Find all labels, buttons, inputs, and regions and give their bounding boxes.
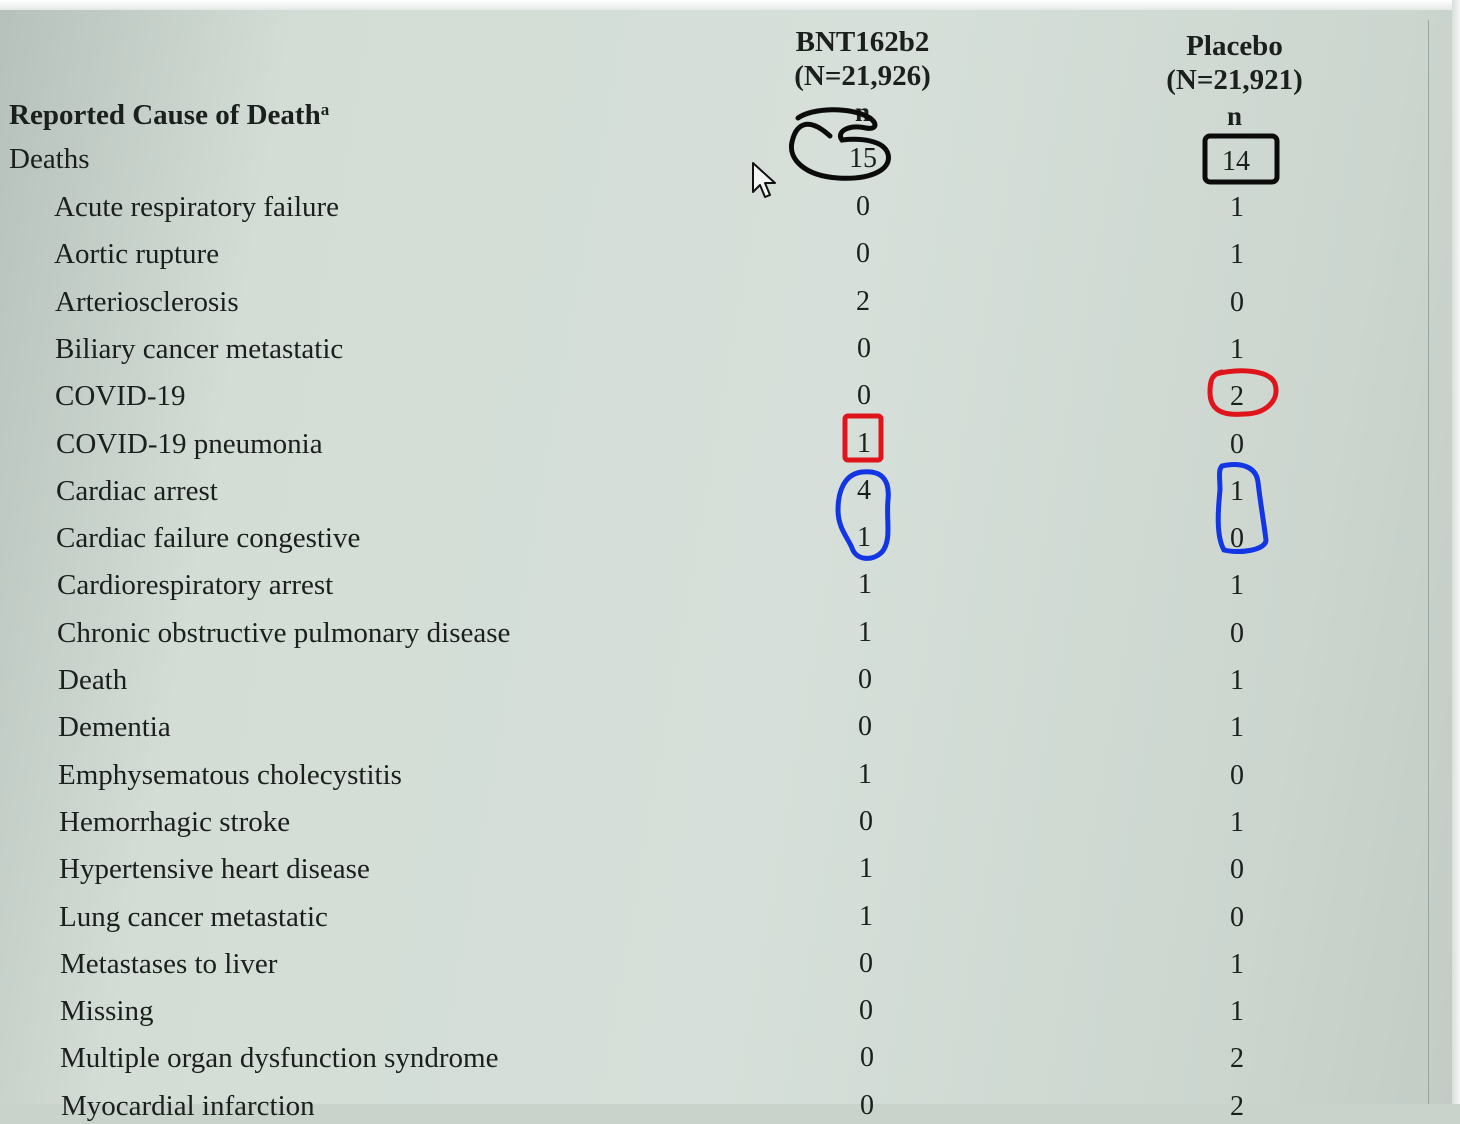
column-total: (N=21,921) [1166,64,1303,96]
column-name: Placebo [1186,30,1283,62]
row-label: Dementia [58,711,171,743]
row-value-bnt: 2 [856,286,870,317]
row-label: Lung cancer metastatic [59,901,328,933]
title-footnote-marker: a [320,100,330,119]
row-label: Emphysematous cholecystitis [58,759,402,791]
table-title-text: Reported Cause of Death [9,99,321,131]
row-value-placebo: 1 [1230,476,1244,507]
page-edge-divider [1428,20,1429,1104]
row-value-bnt: 1 [858,569,872,600]
monitor-bezel-right [1452,0,1460,1104]
row-value-placebo: 1 [1230,334,1244,365]
row-value-bnt: 4 [857,475,871,506]
row-label: Cardiac failure congestive [56,522,361,554]
row-value-bnt: 0 [860,1090,874,1121]
row-value-bnt: 0 [859,948,873,979]
row-value-placebo: 1 [1230,712,1244,743]
column-total: (N=21,926) [794,60,931,92]
monitor-bezel-top [0,0,1460,10]
row-label: Metastases to liver [60,948,278,980]
row-value-placebo: 2 [1230,381,1244,412]
row-value-bnt: 0 [856,238,870,269]
row-value-placebo: 0 [1230,902,1244,933]
row-value-placebo: 0 [1230,287,1244,318]
row-label: Biliary cancer metastatic [55,333,344,365]
row-label: Myocardial infarction [61,1090,315,1122]
row-value-bnt: 0 [859,995,873,1026]
row-label: Chronic obstructive pulmonary disease [57,617,511,649]
row-label: Hemorrhagic stroke [59,806,291,838]
row-value-bnt: 1 [859,901,873,932]
row-value-placebo: 1 [1230,239,1244,270]
row-value-placebo: 1 [1230,570,1244,601]
row-value-bnt: 1 [859,853,873,884]
row-value-bnt: 1 [858,759,872,790]
row-label: Acute respiratory failure [54,191,340,223]
row-value-bnt: 1 [858,617,872,648]
row-value-placebo: 0 [1230,854,1244,885]
row-value-bnt: 1 [857,428,871,459]
row-label: Aortic rupture [54,238,220,270]
row-value-bnt: 0 [860,1042,874,1073]
row-label: Missing [60,995,154,1027]
row-value-placebo: 1 [1230,949,1244,980]
row-value-bnt: 0 [859,806,873,837]
row-value-bnt: 1 [857,522,871,553]
row-label: COVID-19 pneumonia [56,428,323,460]
row-value-placebo: 1 [1230,996,1244,1027]
column-header-bnt162b2: BNT162b2 (N=21,926) n [760,25,965,129]
row-value-placebo: 1 [1230,807,1244,838]
table-title: Reported Cause of Deatha [9,93,329,132]
deaths-total-bnt: 15 [849,143,877,174]
row-value-placebo: 1 [1230,665,1244,696]
row-value-placebo: 0 [1230,429,1244,460]
row-label: Multiple organ dysfunction syndrome [60,1042,499,1074]
row-label: Hypertensive heart disease [59,853,370,885]
row-value-bnt: 0 [857,380,871,411]
row-label: Death [58,664,128,696]
deaths-total-label: Deaths [9,143,90,175]
row-value-bnt: 0 [857,333,871,364]
column-n-label: n [1226,101,1243,131]
row-value-placebo: 1 [1230,192,1244,223]
row-value-bnt: 0 [858,664,872,695]
row-value-placebo: 0 [1230,523,1244,554]
row-value-placebo: 0 [1230,760,1244,791]
row-label: Cardiac arrest [56,475,218,507]
mouse-pointer-icon [752,162,776,198]
row-label: Cardiorespiratory arrest [57,569,334,601]
column-n-label: n [854,97,871,127]
row-label: COVID-19 [55,380,186,412]
row-label: Arteriosclerosis [55,286,239,318]
column-name: BNT162b2 [795,26,930,58]
row-value-placebo: 2 [1230,1091,1244,1122]
deaths-total-placebo: 14 [1222,146,1250,177]
row-value-bnt: 0 [856,191,870,222]
row-value-bnt: 0 [858,711,872,742]
column-header-placebo: Placebo (N=21,921) n [1132,29,1337,133]
row-value-placebo: 0 [1230,618,1244,649]
row-value-placebo: 2 [1230,1043,1244,1074]
